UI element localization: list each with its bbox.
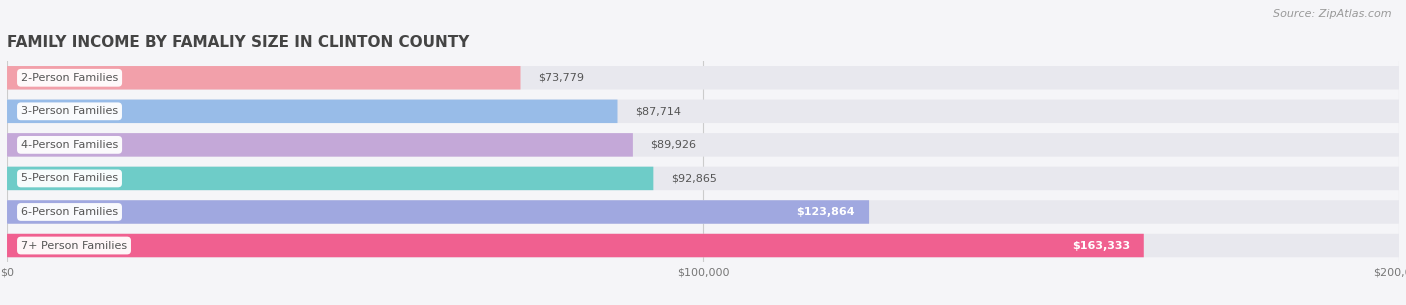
Text: 3-Person Families: 3-Person Families (21, 106, 118, 116)
Text: 2-Person Families: 2-Person Families (21, 73, 118, 83)
Text: $73,779: $73,779 (538, 73, 583, 83)
Text: $163,333: $163,333 (1071, 241, 1130, 250)
FancyBboxPatch shape (7, 133, 1399, 157)
FancyBboxPatch shape (7, 200, 1399, 224)
FancyBboxPatch shape (7, 100, 617, 123)
Text: 6-Person Families: 6-Person Families (21, 207, 118, 217)
Text: 4-Person Families: 4-Person Families (21, 140, 118, 150)
FancyBboxPatch shape (7, 234, 1143, 257)
Text: Source: ZipAtlas.com: Source: ZipAtlas.com (1274, 9, 1392, 19)
FancyBboxPatch shape (7, 200, 869, 224)
Text: 5-Person Families: 5-Person Families (21, 174, 118, 183)
FancyBboxPatch shape (7, 66, 520, 90)
FancyBboxPatch shape (7, 133, 633, 157)
Text: $92,865: $92,865 (671, 174, 717, 183)
Text: 7+ Person Families: 7+ Person Families (21, 241, 127, 250)
FancyBboxPatch shape (7, 167, 654, 190)
FancyBboxPatch shape (7, 66, 1399, 90)
FancyBboxPatch shape (7, 167, 1399, 190)
FancyBboxPatch shape (7, 100, 1399, 123)
Text: $87,714: $87,714 (636, 106, 681, 116)
FancyBboxPatch shape (7, 234, 1399, 257)
Text: FAMILY INCOME BY FAMALIY SIZE IN CLINTON COUNTY: FAMILY INCOME BY FAMALIY SIZE IN CLINTON… (7, 35, 470, 50)
Text: $123,864: $123,864 (797, 207, 855, 217)
Text: $89,926: $89,926 (651, 140, 696, 150)
